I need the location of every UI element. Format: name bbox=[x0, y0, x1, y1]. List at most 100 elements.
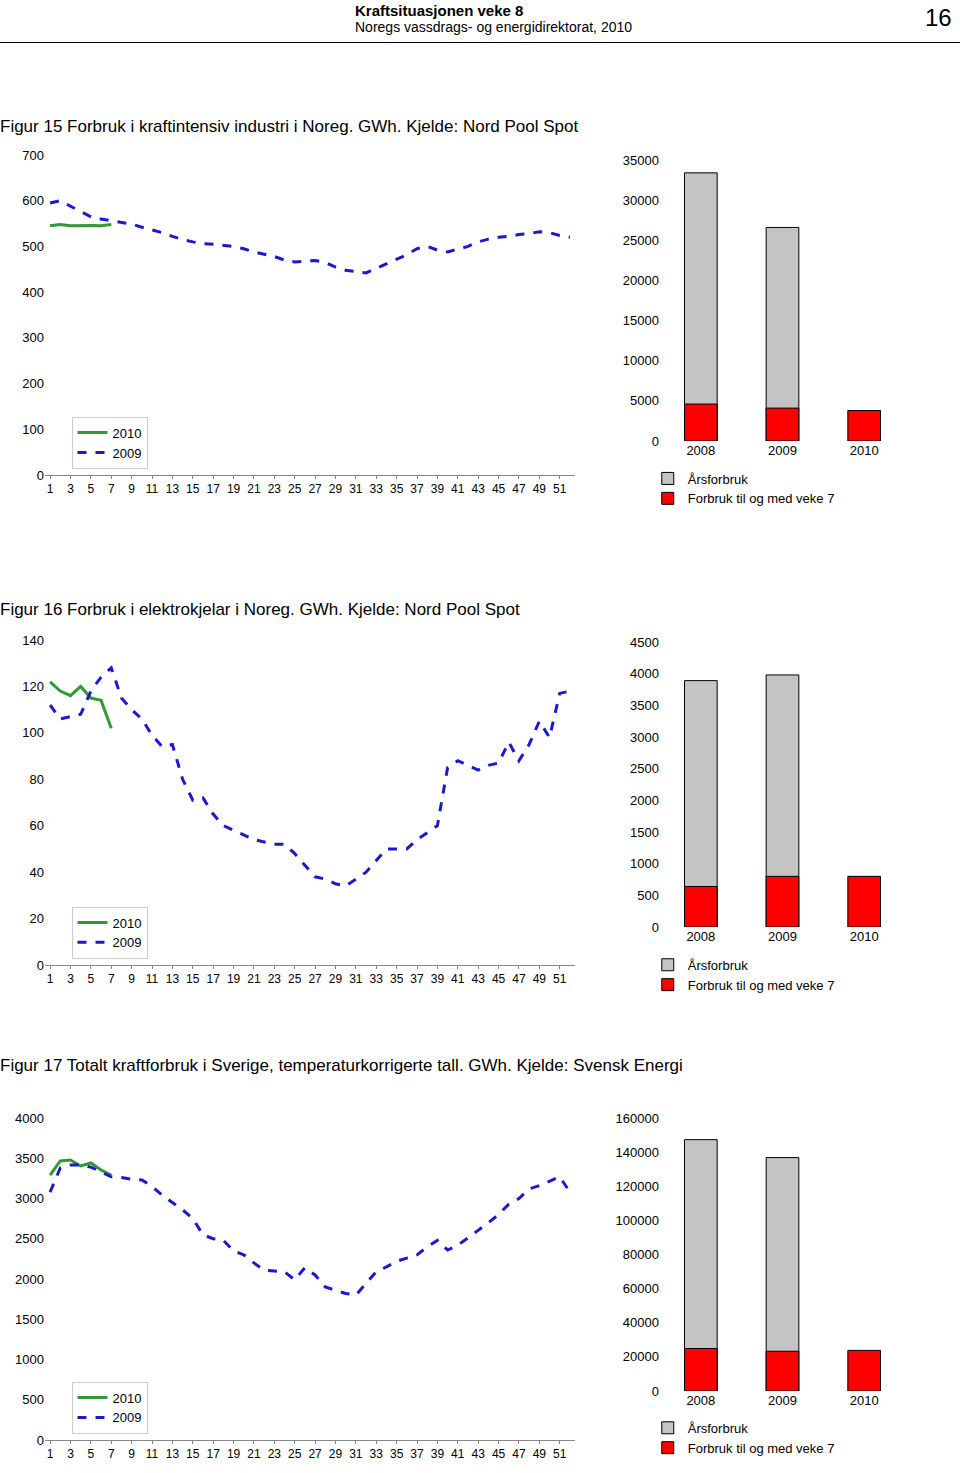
svg-text:23: 23 bbox=[268, 1447, 282, 1461]
svg-text:45: 45 bbox=[492, 1447, 506, 1461]
svg-text:33: 33 bbox=[370, 482, 384, 496]
svg-text:11: 11 bbox=[146, 1447, 159, 1461]
svg-text:4500: 4500 bbox=[630, 635, 659, 650]
svg-text:5: 5 bbox=[88, 1447, 95, 1461]
svg-text:2000: 2000 bbox=[630, 793, 659, 808]
svg-text:29: 29 bbox=[329, 1447, 343, 1461]
svg-text:0: 0 bbox=[37, 958, 44, 973]
svg-text:40000: 40000 bbox=[623, 1315, 659, 1330]
svg-text:1: 1 bbox=[47, 482, 54, 496]
svg-text:43: 43 bbox=[471, 972, 485, 986]
svg-text:2009: 2009 bbox=[768, 443, 797, 458]
svg-text:Årsforbruk: Årsforbruk bbox=[688, 472, 748, 487]
svg-text:2009: 2009 bbox=[113, 935, 142, 950]
svg-text:37: 37 bbox=[410, 972, 424, 986]
svg-text:3500: 3500 bbox=[630, 698, 659, 713]
svg-text:31: 31 bbox=[349, 1447, 363, 1461]
svg-text:35: 35 bbox=[390, 1447, 404, 1461]
svg-text:500: 500 bbox=[637, 888, 659, 903]
svg-text:20000: 20000 bbox=[623, 1349, 659, 1364]
svg-text:39: 39 bbox=[431, 482, 445, 496]
svg-text:37: 37 bbox=[410, 1447, 424, 1461]
svg-text:51: 51 bbox=[553, 972, 567, 986]
svg-text:2010: 2010 bbox=[850, 929, 879, 944]
svg-text:5: 5 bbox=[88, 482, 95, 496]
svg-text:1: 1 bbox=[47, 972, 54, 986]
svg-text:15: 15 bbox=[186, 482, 200, 496]
svg-text:43: 43 bbox=[471, 482, 485, 496]
svg-text:3: 3 bbox=[67, 482, 74, 496]
svg-text:3000: 3000 bbox=[15, 1191, 44, 1206]
svg-text:37: 37 bbox=[410, 482, 424, 496]
svg-text:2009: 2009 bbox=[768, 929, 797, 944]
svg-text:2010: 2010 bbox=[113, 916, 142, 931]
svg-text:47: 47 bbox=[512, 1447, 526, 1461]
svg-text:2010: 2010 bbox=[850, 443, 879, 458]
svg-text:2009: 2009 bbox=[113, 1410, 142, 1425]
svg-text:41: 41 bbox=[451, 972, 465, 986]
svg-text:80: 80 bbox=[30, 772, 44, 787]
svg-text:9: 9 bbox=[128, 482, 135, 496]
svg-text:400: 400 bbox=[22, 285, 44, 300]
svg-text:49: 49 bbox=[533, 972, 547, 986]
svg-text:2009: 2009 bbox=[768, 1393, 797, 1408]
svg-text:43: 43 bbox=[471, 1447, 485, 1461]
svg-text:41: 41 bbox=[451, 482, 465, 496]
svg-text:4000: 4000 bbox=[630, 666, 659, 681]
svg-text:120: 120 bbox=[22, 679, 44, 694]
svg-text:2008: 2008 bbox=[686, 1393, 715, 1408]
svg-text:60000: 60000 bbox=[623, 1281, 659, 1296]
svg-text:20: 20 bbox=[30, 911, 44, 926]
svg-text:29: 29 bbox=[329, 972, 343, 986]
svg-text:35000: 35000 bbox=[623, 153, 659, 168]
svg-text:200: 200 bbox=[22, 376, 44, 391]
svg-text:140: 140 bbox=[22, 633, 44, 648]
svg-text:3: 3 bbox=[67, 1447, 74, 1461]
svg-text:120000: 120000 bbox=[616, 1179, 659, 1194]
svg-text:1: 1 bbox=[47, 1447, 54, 1461]
svg-text:3500: 3500 bbox=[15, 1151, 44, 1166]
svg-text:100000: 100000 bbox=[616, 1213, 659, 1228]
svg-text:19: 19 bbox=[227, 1447, 241, 1461]
svg-text:1500: 1500 bbox=[15, 1312, 44, 1327]
svg-text:27: 27 bbox=[308, 1447, 322, 1461]
svg-text:47: 47 bbox=[512, 972, 526, 986]
svg-text:19: 19 bbox=[227, 972, 241, 986]
svg-text:7: 7 bbox=[108, 972, 115, 986]
svg-text:2010: 2010 bbox=[113, 426, 142, 441]
svg-text:39: 39 bbox=[431, 1447, 445, 1461]
svg-text:9: 9 bbox=[128, 1447, 135, 1461]
svg-text:33: 33 bbox=[370, 972, 384, 986]
svg-text:27: 27 bbox=[308, 972, 322, 986]
svg-text:80000: 80000 bbox=[623, 1247, 659, 1262]
svg-text:160000: 160000 bbox=[616, 1111, 659, 1126]
svg-text:2010: 2010 bbox=[113, 1391, 142, 1406]
svg-text:15: 15 bbox=[186, 1447, 200, 1461]
svg-text:17: 17 bbox=[206, 1447, 220, 1461]
svg-text:51: 51 bbox=[553, 482, 567, 496]
svg-text:5: 5 bbox=[88, 972, 95, 986]
svg-text:2008: 2008 bbox=[686, 443, 715, 458]
svg-text:2008: 2008 bbox=[686, 929, 715, 944]
svg-text:2010: 2010 bbox=[850, 1393, 879, 1408]
svg-text:3000: 3000 bbox=[630, 730, 659, 745]
svg-text:21: 21 bbox=[247, 972, 261, 986]
svg-text:31: 31 bbox=[349, 972, 363, 986]
svg-text:100: 100 bbox=[22, 422, 44, 437]
svg-text:2000: 2000 bbox=[15, 1272, 44, 1287]
svg-text:25: 25 bbox=[288, 1447, 302, 1461]
svg-text:0: 0 bbox=[37, 468, 44, 483]
svg-text:100: 100 bbox=[22, 725, 44, 740]
svg-text:7: 7 bbox=[108, 482, 115, 496]
svg-text:13: 13 bbox=[166, 972, 180, 986]
svg-text:Årsforbruk: Årsforbruk bbox=[688, 958, 748, 973]
svg-text:11: 11 bbox=[146, 482, 159, 496]
svg-text:600: 600 bbox=[22, 193, 44, 208]
svg-text:Årsforbruk: Årsforbruk bbox=[688, 1421, 748, 1436]
svg-text:17: 17 bbox=[206, 972, 220, 986]
svg-text:60: 60 bbox=[30, 818, 44, 833]
svg-text:19: 19 bbox=[227, 482, 241, 496]
svg-text:0: 0 bbox=[652, 434, 659, 449]
svg-text:700: 700 bbox=[22, 148, 44, 163]
svg-text:500: 500 bbox=[22, 1392, 44, 1407]
